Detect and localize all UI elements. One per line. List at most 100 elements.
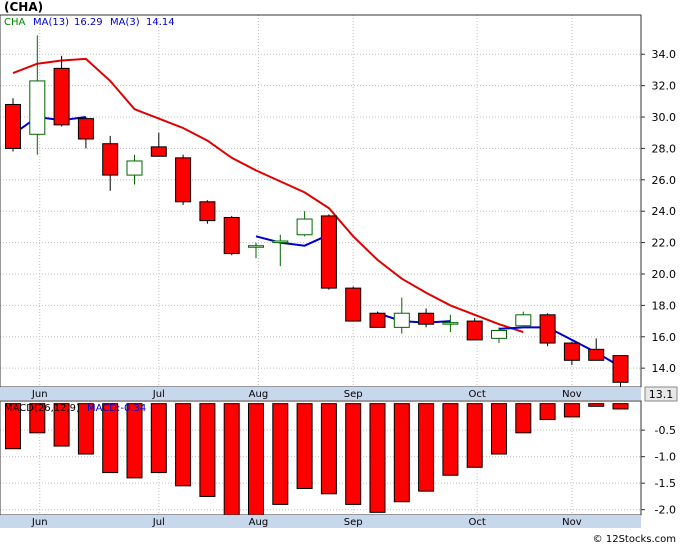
candle-down (320, 215, 337, 289)
ma3-series (255, 233, 330, 247)
chart-title: (CHA) (4, 0, 43, 14)
ma3-series (12, 115, 87, 136)
candle-up (442, 322, 459, 325)
macd-bar (466, 403, 483, 468)
price-grid (0, 15, 641, 387)
macd-bar (588, 403, 605, 407)
price-y-tick-label: 14.0 (652, 362, 677, 375)
candle-down (77, 118, 94, 140)
candle-down (345, 287, 362, 322)
macd-y-axis: -0.5 -1.0 -1.5 -2.0 (641, 424, 676, 517)
price-x-axis-band (0, 387, 641, 400)
macd-bar (612, 403, 629, 410)
macd-bar (369, 403, 386, 513)
candle-down (418, 312, 435, 325)
last-price-box (644, 386, 678, 402)
macd-bar (126, 403, 143, 479)
candle-up (29, 80, 46, 135)
price-y-tick-label: 20.0 (652, 268, 677, 281)
macd-bar (53, 403, 70, 447)
macd-bar (563, 403, 580, 418)
legend-ma13-label: MA(13) (33, 17, 69, 28)
macd-x-tick-label: Aug (249, 517, 269, 528)
price-y-tick-label: 28.0 (652, 142, 677, 155)
macd-bar (515, 403, 532, 434)
macd-bar (442, 403, 459, 476)
macd-bar (296, 403, 313, 489)
candle-down (223, 216, 240, 255)
legend-ma13-value: 16.29 (74, 17, 103, 28)
candle-up (296, 218, 313, 236)
candle-down (175, 157, 192, 203)
price-y-tick-label: 32.0 (652, 80, 677, 93)
legend-ma3-label: MA(3) (110, 17, 140, 28)
candle-up (248, 245, 264, 248)
price-x-axis: Jun Jul Aug Sep Oct Nov (31, 389, 582, 400)
macd-x-axis: Jun Jul Aug Sep Oct Nov (31, 517, 582, 528)
legend-symbol: CHA (4, 17, 26, 28)
macd-y-tick-label: -2.0 (655, 504, 676, 517)
price-x-tick-label: Oct (468, 389, 485, 400)
candle-down (150, 146, 167, 157)
macd-bar (345, 403, 362, 505)
macd-bar (393, 403, 410, 503)
macd-bar (199, 403, 216, 497)
candle-down (53, 67, 70, 126)
price-y-tick-label: 26.0 (652, 174, 677, 187)
price-y-tick-label: 30.0 (652, 111, 677, 124)
candle-up (126, 160, 143, 176)
candle-down (563, 342, 580, 361)
candle-down (539, 314, 556, 344)
macd-bar (491, 403, 507, 455)
candle-up (272, 240, 289, 244)
price-y-tick-label: 22.0 (652, 237, 677, 250)
ma13-series (12, 57, 524, 334)
macd-params-label: MACD(26,12,9) (4, 403, 80, 414)
macd-bar (29, 403, 46, 434)
price-y-tick-label: 34.0 (652, 48, 677, 61)
macd-bar (248, 403, 264, 516)
price-x-tick-label: Sep (344, 389, 363, 400)
macd-bars (5, 403, 629, 516)
price-x-tick-label: Nov (562, 389, 582, 400)
candle-down (199, 201, 216, 222)
candle-up (491, 329, 507, 339)
candle-up (515, 314, 532, 327)
candle-down (369, 312, 386, 328)
macd-value-label: MACD:-0.34 (87, 403, 146, 414)
macd-x-tick-label: Oct (468, 517, 485, 528)
macd-bar (175, 403, 192, 487)
macd-y-tick-label: -0.5 (655, 424, 676, 437)
macd-bar (5, 403, 21, 450)
macd-x-tick-label: Nov (562, 517, 582, 528)
macd-x-tick-label: Sep (344, 517, 363, 528)
last-price-label: 13.1 (649, 388, 674, 401)
price-x-tick-label: Aug (249, 389, 269, 400)
macd-bar (150, 403, 167, 474)
price-x-tick-label: Jul (152, 389, 165, 400)
macd-x-axis-band (0, 515, 641, 528)
macd-y-tick-label: -1.0 (655, 451, 676, 464)
candle-down (5, 103, 21, 149)
macd-bar (539, 403, 556, 421)
macd-bar (272, 403, 289, 505)
legend-ma3-value: 14.14 (146, 17, 175, 28)
price-y-axis: 14.0 16.0 18.0 20.0 22.0 24.0 26.0 28.0 30.0 32.0… (641, 48, 676, 375)
price-x-tick-label: Jun (31, 389, 48, 400)
macd-x-tick-label: Jul (152, 517, 165, 528)
candle-down (588, 348, 605, 361)
candle-up (393, 312, 410, 328)
watermark: © 12Stocks.com (593, 534, 676, 545)
macd-bar (77, 403, 94, 455)
macd-bar (320, 403, 337, 495)
ma13-line (12, 57, 524, 334)
ma3-series (377, 312, 451, 324)
macd-x-tick-label: Jun (31, 517, 48, 528)
macd-bar (102, 403, 119, 474)
candle-down (102, 143, 119, 176)
price-y-tick-label: 24.0 (652, 205, 677, 218)
price-candles (5, 35, 629, 387)
macd-y-tick-label: -1.5 (655, 477, 676, 490)
